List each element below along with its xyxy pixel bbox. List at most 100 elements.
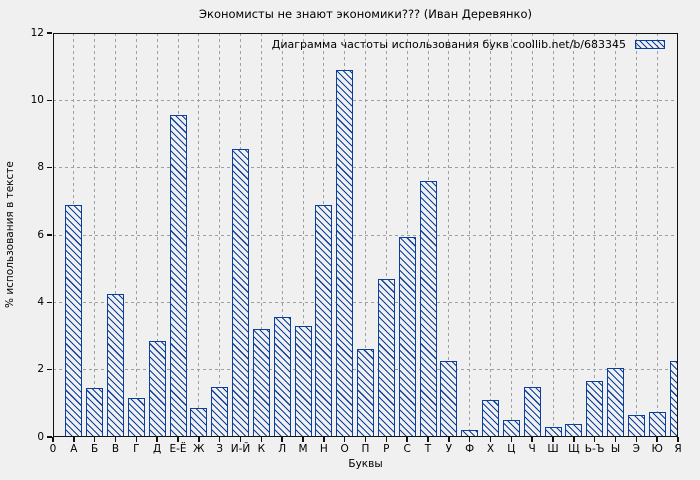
x-tick-label: Т <box>424 443 432 455</box>
x-tick-label: Э <box>632 443 640 455</box>
x-tick-mark <box>260 437 263 442</box>
x-tick-label: О <box>340 443 349 455</box>
bar-Б <box>86 388 104 437</box>
x-tick-mark <box>281 437 283 442</box>
x-tick-mark <box>635 437 638 442</box>
x-tick-mark <box>385 437 388 442</box>
y-tick-label: 8 <box>37 161 44 174</box>
bar-Ю <box>648 411 666 437</box>
bar-К <box>252 329 270 437</box>
x-tick-mark <box>406 437 408 442</box>
x-tick-mark <box>364 437 367 442</box>
x-tick-label: Е-Ё <box>169 443 187 455</box>
x-tick-label: К <box>257 443 266 455</box>
x-tick-label: У <box>445 443 453 455</box>
y-tick-label: 6 <box>37 228 44 241</box>
y-tick-label: 4 <box>37 295 44 308</box>
legend: Диаграмма частоты использования букв coo… <box>272 38 665 51</box>
x-tick-label: Ф <box>465 443 475 455</box>
x-tick-mark <box>468 437 471 442</box>
bar-У <box>440 361 458 437</box>
x-tick-mark <box>218 437 221 442</box>
x-tick-label: Х <box>486 443 495 455</box>
y-tick-mark <box>47 436 52 438</box>
y-tick-label: 10 <box>30 93 44 106</box>
x-tick-label: 0 <box>49 443 57 455</box>
plot-area: Диаграмма частоты использования букв coo… <box>53 33 678 437</box>
horizontal-gridline <box>53 99 678 101</box>
bar-А <box>65 204 83 437</box>
x-tick-label: М <box>298 443 308 455</box>
x-tick-mark <box>156 437 158 442</box>
bar-П <box>357 349 374 437</box>
bar-Д <box>148 341 166 437</box>
x-tick-mark <box>198 437 200 442</box>
x-tick-label: Ю <box>651 443 663 455</box>
x-tick-label: С <box>403 443 411 455</box>
hatched-swatch-icon <box>635 40 665 49</box>
x-tick-label: И-Й <box>230 443 251 455</box>
x-tick-label: Я <box>674 443 682 455</box>
bar-Ш <box>544 426 562 437</box>
x-tick-label: Ы <box>610 443 621 455</box>
y-tick-label: 2 <box>37 363 44 376</box>
x-tick-label: З <box>216 443 224 455</box>
bar-Л <box>273 317 291 437</box>
y-tick-label: 12 <box>30 26 44 39</box>
y-tick-mark <box>47 99 52 102</box>
y-tick-label: 0 <box>37 430 44 443</box>
y-tick-mark <box>47 234 52 236</box>
bar-Г <box>127 398 145 437</box>
y-tick-mark <box>47 166 52 169</box>
x-tick-mark <box>114 437 117 442</box>
x-tick-mark <box>323 437 325 442</box>
x-tick-mark <box>573 437 575 442</box>
bar-Ы <box>607 367 624 437</box>
x-tick-mark <box>52 437 54 442</box>
bar-Ф <box>461 430 479 437</box>
x-tick-label: П <box>361 443 370 455</box>
x-tick-label: Ч <box>528 443 536 455</box>
bar-Ж <box>190 408 208 437</box>
x-tick-mark <box>135 437 138 442</box>
x-tick-label: Н <box>319 443 328 455</box>
horizontal-gridline <box>53 167 678 169</box>
x-tick-label: Л <box>278 443 287 455</box>
x-tick-mark <box>531 437 533 442</box>
x-tick-label: Б <box>91 443 99 455</box>
x-tick-mark <box>448 437 450 442</box>
x-tick-mark <box>93 437 96 442</box>
x-tick-mark <box>177 437 179 442</box>
x-tick-label: В <box>111 443 120 455</box>
x-axis-label: Буквы <box>348 458 383 470</box>
x-tick-mark <box>677 437 679 442</box>
bar-Я <box>669 361 678 437</box>
horizontal-gridline <box>53 234 678 236</box>
legend-label: Диаграмма частоты использования букв coo… <box>271 38 626 51</box>
bar-Р <box>377 278 395 437</box>
x-tick-mark <box>489 437 492 442</box>
bar-И-Й <box>232 149 249 437</box>
y-tick-mark <box>47 32 52 34</box>
bar-Н <box>315 204 333 437</box>
x-tick-label: Р <box>383 443 390 455</box>
bar-Т <box>419 181 437 437</box>
x-tick-label: Ц <box>507 443 516 455</box>
x-tick-label: Ь-Ъ <box>584 443 605 455</box>
bar-Э <box>627 415 645 437</box>
bar-В <box>107 293 124 437</box>
x-tick-mark <box>427 437 429 442</box>
horizontal-gridline <box>53 301 678 303</box>
bar-О <box>336 70 354 437</box>
bar-Ц <box>502 420 520 437</box>
x-tick-mark <box>239 437 242 442</box>
x-tick-mark <box>593 437 596 442</box>
bar-З <box>211 386 229 437</box>
bar-Е-Ё <box>169 115 187 437</box>
x-tick-label: Щ <box>568 443 580 455</box>
bar-М <box>294 325 312 437</box>
y-tick-mark <box>47 368 52 371</box>
x-tick-mark <box>552 437 554 442</box>
bar-Щ <box>565 423 583 437</box>
